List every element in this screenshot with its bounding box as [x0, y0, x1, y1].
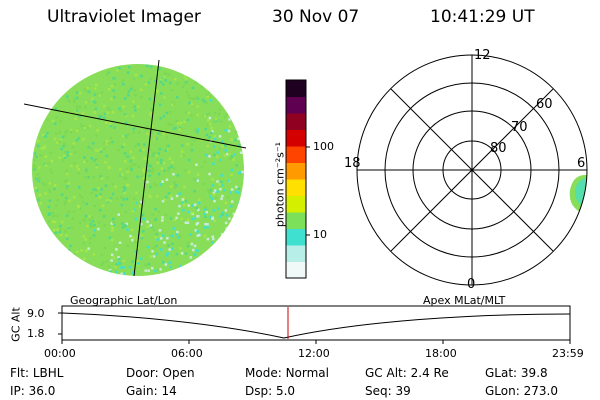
mlt-label-6: 6 — [577, 156, 586, 171]
mlt-label-12: 12 — [474, 48, 491, 63]
colorbar-tick-10: 10 — [313, 228, 327, 241]
x-tick-2359: 23:59 — [552, 347, 584, 360]
status-flt: Flt: LBHL — [10, 366, 64, 380]
status-gc-alt: GC Alt: 2.4 Re — [365, 366, 449, 380]
status-gain: Gain: 14 — [126, 384, 177, 398]
timeline-left-title: Geographic Lat/Lon — [70, 294, 178, 307]
parallel-line — [133, 59, 160, 277]
uv-image-disk — [23, 59, 247, 277]
time-label: 10:41:29 UT — [430, 7, 535, 27]
x-tick-1200: 12:00 — [298, 347, 330, 360]
timeline-right-title: Apex MLat/MLT — [423, 294, 506, 307]
y-axis-label: GC Alt — [9, 307, 23, 342]
status-dsp: Dsp: 5.0 — [245, 384, 296, 398]
x-tick-1800: 18:00 — [425, 347, 457, 360]
lat-label-80: 80 — [490, 141, 507, 156]
lat-label-60: 60 — [536, 97, 553, 112]
mlt-label-18: 18 — [344, 156, 361, 171]
status-ip: IP: 36.0 — [10, 384, 56, 398]
polar-plot — [356, 54, 588, 286]
status-glon: GLon: 273.0 — [485, 384, 558, 398]
x-tick-0000: 00:00 — [44, 347, 76, 360]
colorbar-unit-label: photon cm⁻²s⁻¹ — [273, 141, 287, 228]
status-door: Door: Open — [126, 366, 195, 380]
colorbar — [285, 79, 310, 279]
colorbar-tick-100: 100 — [313, 140, 334, 153]
instrument-title: Ultraviolet Imager — [47, 7, 201, 27]
date-label: 30 Nov 07 — [272, 7, 360, 27]
meridian-line — [23, 103, 247, 149]
x-tick-0600: 06:00 — [171, 347, 203, 360]
altitude-timeline — [58, 305, 571, 344]
status-glat: GLat: 39.8 — [485, 366, 548, 380]
status-seq: Seq: 39 — [365, 384, 411, 398]
status-mode: Mode: Normal — [245, 366, 329, 380]
lat-label-70: 70 — [511, 120, 528, 135]
mlt-label-0: 0 — [467, 277, 476, 292]
y-tick-1-8: 1.8 — [27, 327, 45, 340]
y-tick-9: 9.0 — [27, 307, 45, 320]
